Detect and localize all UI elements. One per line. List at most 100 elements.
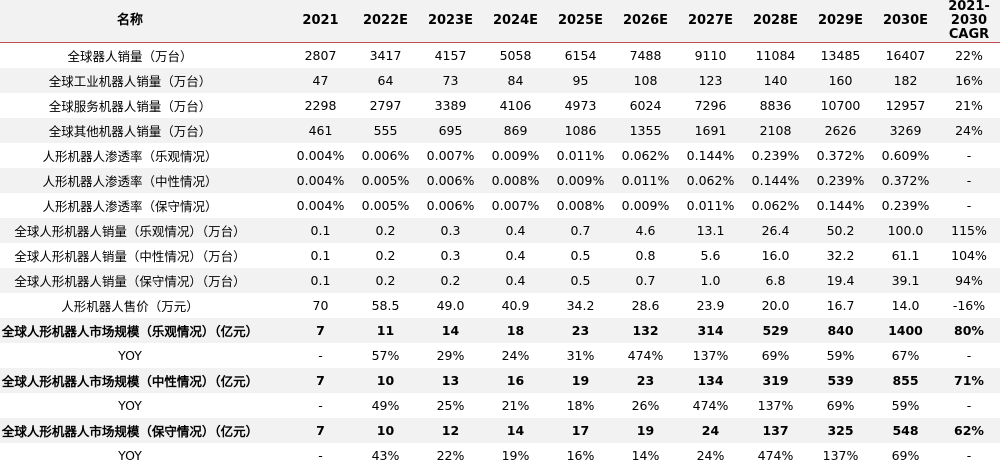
header-cell: 2030E bbox=[873, 0, 938, 43]
cell: 123 bbox=[678, 68, 743, 93]
cell: 13 bbox=[418, 368, 483, 393]
cell: 1400 bbox=[873, 318, 938, 343]
cell: 0.062% bbox=[678, 168, 743, 193]
cell: 132 bbox=[613, 318, 678, 343]
cell: 0.144% bbox=[743, 168, 808, 193]
cell: 3269 bbox=[873, 118, 938, 143]
cell: 18 bbox=[483, 318, 548, 343]
cell: 5.6 bbox=[678, 243, 743, 268]
cell: - bbox=[938, 343, 1000, 368]
cell: 0.4 bbox=[483, 218, 548, 243]
cell: 2298 bbox=[288, 93, 353, 118]
cell: 1691 bbox=[678, 118, 743, 143]
row-label: 全球器人销量（万台） bbox=[0, 43, 288, 69]
cell: 0.2 bbox=[353, 218, 418, 243]
cell: 6024 bbox=[613, 93, 678, 118]
table-row: YOY-43%22%19%16%14%24%474%137%69%- bbox=[0, 443, 1000, 468]
cell: 0.609% bbox=[873, 143, 938, 168]
cell: 84 bbox=[483, 68, 548, 93]
cell: 39.1 bbox=[873, 268, 938, 293]
cell: 94% bbox=[938, 268, 1000, 293]
cell: 0.004% bbox=[288, 143, 353, 168]
cell: 11084 bbox=[743, 43, 808, 69]
row-label: 全球人形机器人市场规模（保守情况）（亿元） bbox=[0, 418, 288, 443]
cell: 0.239% bbox=[873, 193, 938, 218]
row-label: 人形机器人渗透率（中性情况） bbox=[0, 168, 288, 193]
cell: 474% bbox=[743, 443, 808, 468]
cell: - bbox=[938, 193, 1000, 218]
cell: 28.6 bbox=[613, 293, 678, 318]
row-label: YOY bbox=[0, 443, 288, 468]
cell: 6154 bbox=[548, 43, 613, 69]
cell: 314 bbox=[678, 318, 743, 343]
cell: -16% bbox=[938, 293, 1000, 318]
header-cell: 2021-2030 CAGR bbox=[938, 0, 1000, 43]
cell: 7296 bbox=[678, 93, 743, 118]
cell: 539 bbox=[808, 368, 873, 393]
cell: 4106 bbox=[483, 93, 548, 118]
cell: 108 bbox=[613, 68, 678, 93]
row-label: 全球人形机器人销量（乐观情况）（万台） bbox=[0, 218, 288, 243]
cell: 461 bbox=[288, 118, 353, 143]
cell: 19% bbox=[483, 443, 548, 468]
cell: 104% bbox=[938, 243, 1000, 268]
cell: 115% bbox=[938, 218, 1000, 243]
cell: 43% bbox=[353, 443, 418, 468]
header-cell: 2023E bbox=[418, 0, 483, 43]
header-cell: 2025E bbox=[548, 0, 613, 43]
cell: 34.2 bbox=[548, 293, 613, 318]
header-cell: 名称 bbox=[0, 0, 288, 43]
cell: - bbox=[288, 343, 353, 368]
cell: 134 bbox=[678, 368, 743, 393]
cell: 13.1 bbox=[678, 218, 743, 243]
cell: 64 bbox=[353, 68, 418, 93]
cell: 0.005% bbox=[353, 193, 418, 218]
cell: 0.239% bbox=[808, 168, 873, 193]
cell: 7 bbox=[288, 318, 353, 343]
cell: 18% bbox=[548, 393, 613, 418]
cell: 49% bbox=[353, 393, 418, 418]
row-label: 全球人形机器人销量（保守情况）（万台） bbox=[0, 268, 288, 293]
header-cell: 2028E bbox=[743, 0, 808, 43]
cell: 20.0 bbox=[743, 293, 808, 318]
row-label: YOY bbox=[0, 393, 288, 418]
cell: 19 bbox=[613, 418, 678, 443]
cell: 11 bbox=[353, 318, 418, 343]
cell: 0.008% bbox=[548, 193, 613, 218]
cell: 0.7 bbox=[613, 268, 678, 293]
cell: 47 bbox=[288, 68, 353, 93]
cell: 62% bbox=[938, 418, 1000, 443]
cell: 9110 bbox=[678, 43, 743, 69]
cell: 50.2 bbox=[808, 218, 873, 243]
header-cell: 2022E bbox=[353, 0, 418, 43]
cell: 555 bbox=[353, 118, 418, 143]
cell: 16.7 bbox=[808, 293, 873, 318]
cell: 10700 bbox=[808, 93, 873, 118]
cell: 17 bbox=[548, 418, 613, 443]
cell: 0.006% bbox=[353, 143, 418, 168]
cell: 0.5 bbox=[548, 268, 613, 293]
cell: 58.5 bbox=[353, 293, 418, 318]
cell: 695 bbox=[418, 118, 483, 143]
cell: 137% bbox=[678, 343, 743, 368]
cell: 14 bbox=[483, 418, 548, 443]
cell: 40.9 bbox=[483, 293, 548, 318]
cell: 140 bbox=[743, 68, 808, 93]
cell: 0.006% bbox=[418, 193, 483, 218]
cell: 1.0 bbox=[678, 268, 743, 293]
cell: 6.8 bbox=[743, 268, 808, 293]
cell: 0.007% bbox=[483, 193, 548, 218]
cell: 0.009% bbox=[548, 168, 613, 193]
cell: - bbox=[938, 393, 1000, 418]
cell: 3389 bbox=[418, 93, 483, 118]
cell: 23.9 bbox=[678, 293, 743, 318]
cell: 855 bbox=[873, 368, 938, 393]
cell: 7 bbox=[288, 418, 353, 443]
